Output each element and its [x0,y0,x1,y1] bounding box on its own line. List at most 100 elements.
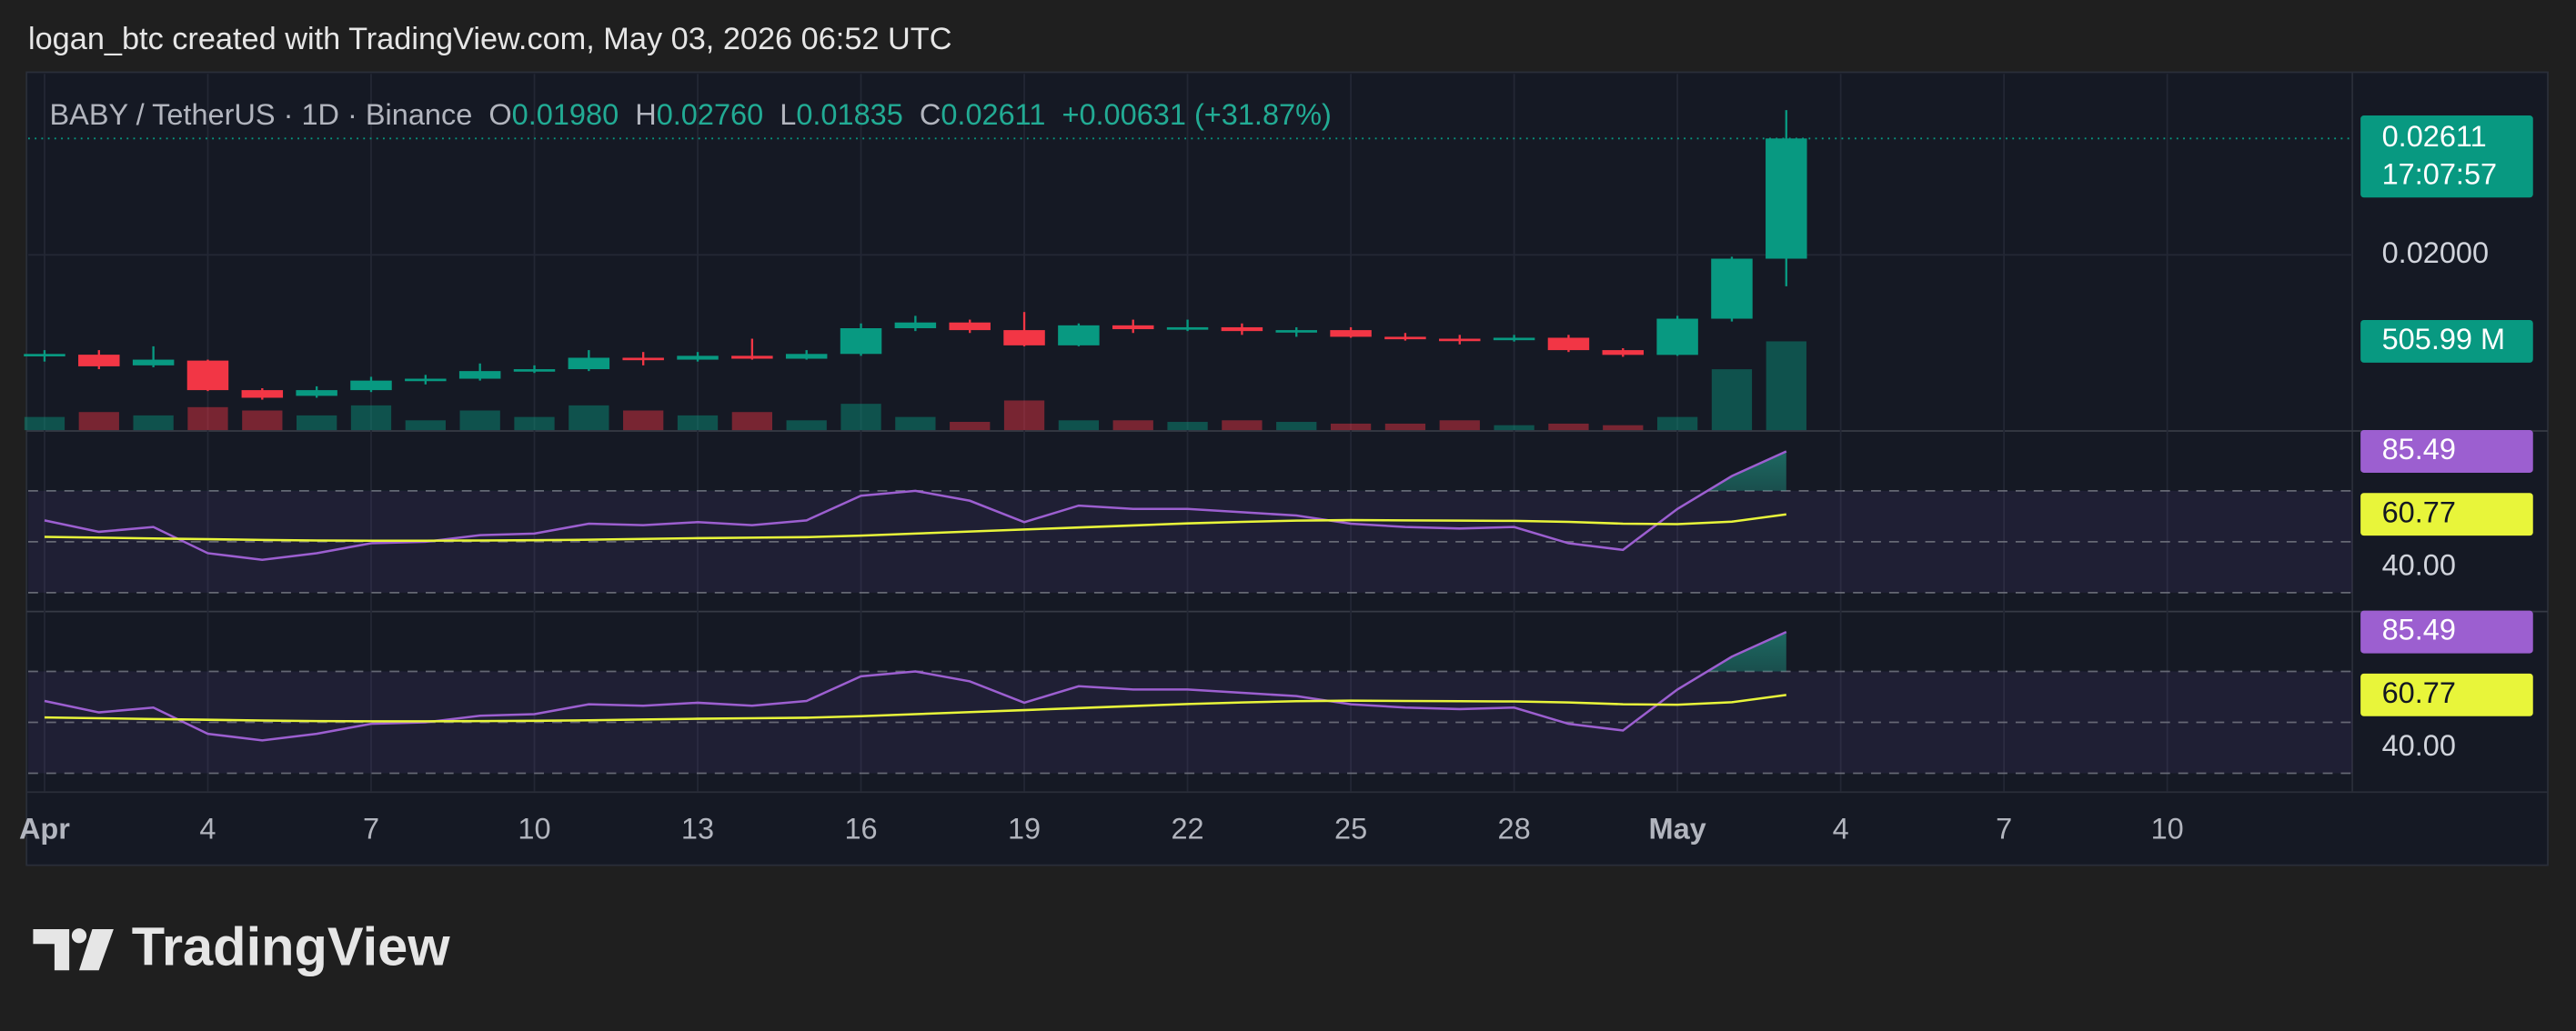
candle-body [1058,325,1100,345]
candle-body [350,380,392,391]
volume-bar [1603,425,1644,431]
volume-bar [731,412,772,431]
candle-body [241,390,284,398]
plot-layer: Apr 4 7 10 13 16 19 22 25 28 May 4 7 10 0.02000 0.02611… [19,74,2533,845]
volume-bar [459,410,500,431]
volume-bar [78,412,119,431]
indicator-line [44,630,1787,742]
volume-bar [950,422,991,431]
y-tick-label: 40.00 [2382,548,2456,581]
candle-body [1766,138,1807,259]
logo-mark [71,928,87,944]
x-tick-label: 22 [1171,812,1203,845]
legend-c-label: C [920,98,941,131]
x-tick-label: 10 [2151,812,2184,845]
candle-body [1003,330,1045,345]
indicator-line [44,513,1786,543]
indicator-label: 60.77 [2382,495,2456,528]
indicator-label-box [2360,673,2533,716]
legend: BABY / TetherUS · 1D · Binance O0.01980 H0… [49,98,1331,131]
x-tick-label: 4 [1833,812,1849,845]
legend-symbol: BABY / TetherUS · 1D · Binance [49,98,472,131]
countdown: 17:07:57 [2382,157,2498,190]
candle-body [24,354,65,356]
x-tick-label: 25 [1334,812,1367,845]
indicator-label-box [2360,430,2533,473]
x-tick-label: 10 [518,812,550,845]
candle-body [568,357,610,370]
legend-o-label: O [488,98,511,131]
volume-bar [133,415,174,431]
volume-bar [187,406,228,431]
candle-body [1493,337,1535,341]
indicator-label-box [2360,493,2533,536]
volume-bar [1330,423,1372,431]
volume-bar [1656,416,1698,431]
candle-body [296,390,337,396]
volume-bar [1384,423,1426,431]
candle-body [1439,338,1481,342]
legend-change: +0.00631 (+31.87%) [1062,98,1331,131]
candle-body [1112,325,1154,330]
logo-text: TradingView [132,916,451,976]
x-tick-label: 7 [363,812,379,845]
volume-bar [350,405,392,431]
volume-bar [1711,369,1753,431]
legend-c: 0.02611 [941,98,1045,131]
candle-body [622,357,664,361]
volume-bar [297,415,337,431]
indicator-label: 85.49 [2382,614,2456,646]
candle-body [1221,326,1263,332]
last-price-box [2360,115,2533,198]
candle-body [840,327,882,355]
volume-bar [405,420,446,431]
indicator-label: 60.77 [2382,676,2456,709]
x-tick-label: May [1648,812,1706,845]
candle-body [1602,350,1645,355]
volume-label-box [2360,319,2533,363]
candle-body [1275,330,1317,333]
volume-bar [623,410,664,431]
candle-body [1384,336,1426,340]
volume-bar [1112,420,1153,431]
legend-l: 0.01835 [796,98,902,131]
volume-bar [569,405,609,431]
candle-body [513,369,556,372]
chart-frame [25,71,2549,866]
candle-body [458,371,501,379]
logo [33,928,114,971]
indicator-label-box [2360,610,2533,654]
volume-bar [786,420,827,431]
volume-bar [1276,422,1317,431]
x-tick-label: 13 [681,812,714,845]
legend-l-label: L [780,98,796,131]
legend-o: 0.01980 [512,98,619,131]
candle-body [785,354,828,359]
volume-bar [1167,422,1208,431]
candle-body [78,355,120,366]
candle-body [731,355,773,359]
candle-body [677,355,719,360]
candle-body [949,322,991,331]
x-tick-label: Apr [19,812,70,845]
indicator-line [44,694,1786,723]
indicator-line [44,450,1787,562]
legend-h: 0.02760 [657,98,763,131]
candle-body [1330,330,1372,337]
candle-body [132,359,175,365]
volume-bar [1494,425,1535,431]
x-tick-label: 28 [1498,812,1531,845]
volume-bar [514,416,555,431]
candle-body [186,360,229,391]
candle-body [405,378,447,382]
candle-body [1166,326,1209,330]
x-tick-label: 19 [1008,812,1041,845]
x-tick-label: 4 [199,812,216,845]
volume-bar [1548,423,1589,431]
header: logan_btc created with TradingView.com, … [28,22,952,56]
logo-mark [33,929,70,971]
y-tick-label: 0.02000 [2382,236,2489,269]
candle-body [1547,337,1590,351]
